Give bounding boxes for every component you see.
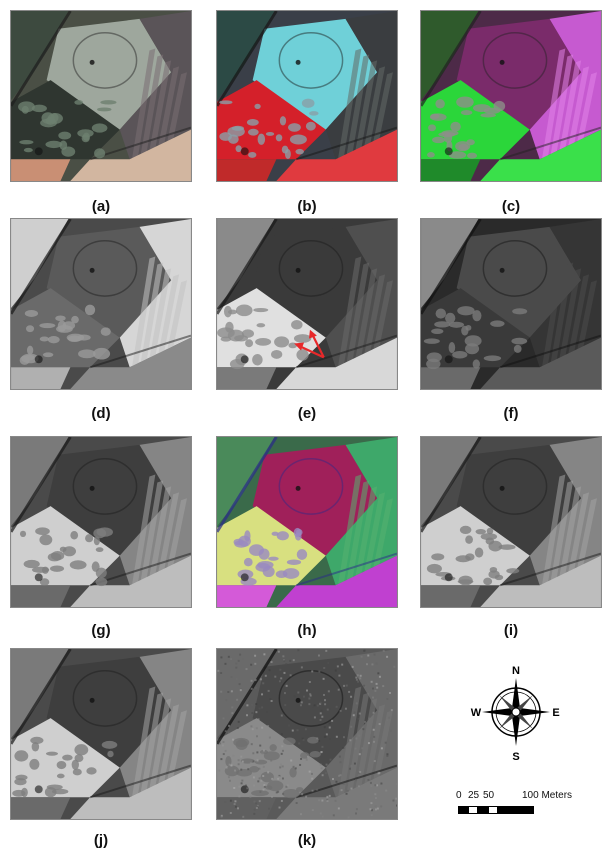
scale-seg-5: [498, 806, 534, 814]
scale-bar: 0 25 50 100 Meters: [456, 790, 586, 830]
compass-e: E: [552, 707, 559, 719]
panel-g: [10, 436, 192, 608]
panel-b: [216, 10, 398, 182]
panel-e: [216, 218, 398, 390]
panel-a: [10, 10, 192, 182]
scale-seg-4: [488, 806, 498, 814]
caption-e: (e): [297, 405, 317, 422]
caption-b: (b): [297, 198, 317, 215]
panel-h: [216, 436, 398, 608]
compass-rose-icon: [482, 678, 550, 746]
panel-c: [420, 10, 602, 182]
scale-seg-2: [468, 806, 478, 814]
scale-seg-3: [478, 806, 488, 814]
scale-label-0: 0: [456, 790, 462, 801]
scale-label-25: 25: [468, 790, 480, 801]
caption-i: (i): [503, 622, 519, 639]
caption-k: (k): [297, 832, 317, 849]
scale-label-100: 100 Meters: [522, 790, 573, 801]
caption-d: (d): [91, 405, 111, 422]
red-arrow-icon: [294, 329, 325, 359]
caption-g: (g): [91, 622, 111, 639]
panel-k: [216, 648, 398, 820]
caption-j: (j): [93, 832, 109, 849]
scale-seg-1: [458, 806, 468, 814]
caption-h: (h): [297, 622, 317, 639]
panel-f: [420, 218, 602, 390]
caption-f: (f): [503, 405, 519, 422]
caption-a: (a): [91, 198, 111, 215]
compass-n: N: [512, 665, 520, 677]
scale-label-50: 50: [483, 790, 495, 801]
panel-i: [420, 436, 602, 608]
panel-d: [10, 218, 192, 390]
compass-w: W: [471, 707, 482, 719]
compass-rose: N S W E: [470, 662, 562, 763]
caption-c: (c): [501, 198, 521, 215]
compass-s: S: [512, 751, 519, 762]
panel-j: [10, 648, 192, 820]
